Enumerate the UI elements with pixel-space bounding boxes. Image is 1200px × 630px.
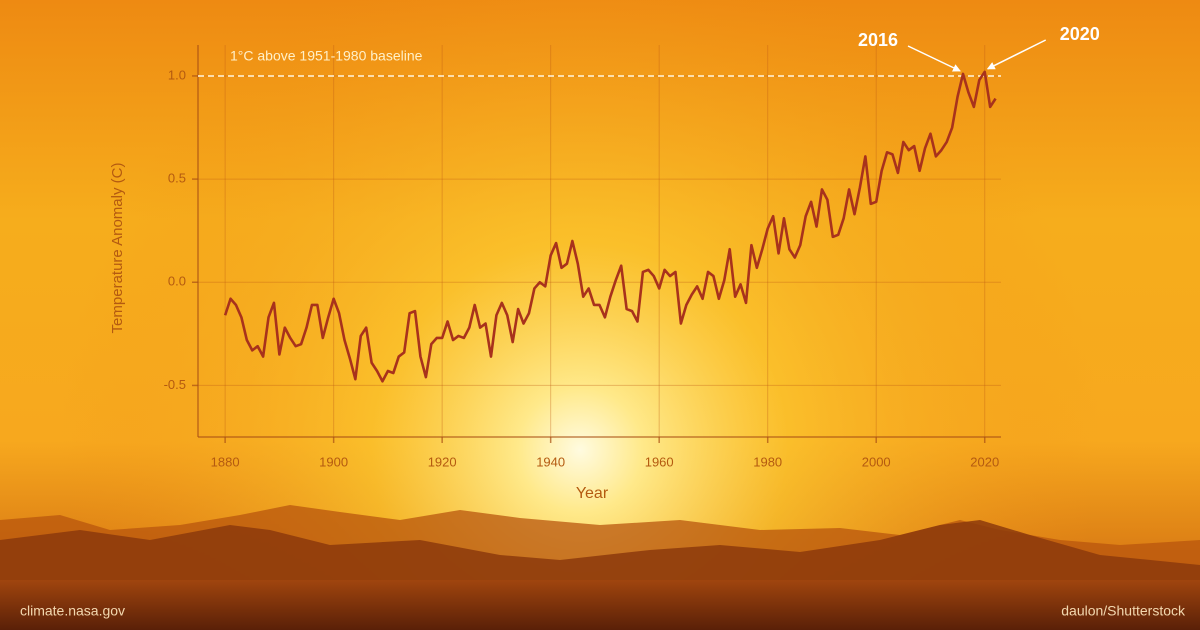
annotation-arrow <box>986 39 1047 70</box>
annotation: 2016 <box>858 30 898 50</box>
y-axis-label: Temperature Anomaly (C) <box>109 163 126 334</box>
x-tick-label: 1900 <box>319 454 348 469</box>
y-tick-label: 1.0 <box>168 67 186 82</box>
plot-area: 1880 1900 1920 1940 1960 1980 2000 2020 -0.5 0.0 0… <box>164 45 1001 469</box>
reference-label: 1°C above 1951-1980 baseline <box>230 48 423 64</box>
x-tick-label: 1960 <box>645 454 674 469</box>
y-tick-label: 0.0 <box>168 274 186 289</box>
credit: daulon/Shutterstock <box>1061 603 1186 619</box>
x-tick-label: 2020 <box>970 454 999 469</box>
x-tick-label: 1880 <box>211 454 240 469</box>
annotation: 2020 <box>1060 24 1100 44</box>
x-tick-label: 2000 <box>862 454 891 469</box>
credit: climate.nasa.gov <box>20 603 125 619</box>
ground <box>0 580 1200 630</box>
y-tick-label: 0.5 <box>168 171 186 186</box>
x-tick-label: 1920 <box>428 454 457 469</box>
annotation-arrow <box>907 45 961 72</box>
y-tick-label: -0.5 <box>164 377 186 392</box>
x-axis-label: Year <box>576 485 609 502</box>
data-line <box>223 70 997 383</box>
x-tick-label: 1940 <box>536 454 565 469</box>
x-tick-label: 1980 <box>753 454 782 469</box>
